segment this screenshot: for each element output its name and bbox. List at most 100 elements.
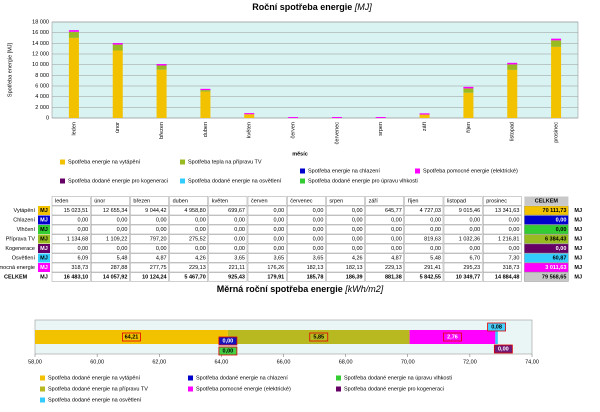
cell-value: 0,00 bbox=[391, 227, 402, 233]
bar-segment bbox=[200, 88, 211, 91]
bar-segment bbox=[68, 31, 79, 38]
cell-value: 16 483,10 bbox=[64, 274, 88, 280]
row-label: Pomocná energie bbox=[0, 265, 35, 271]
y-tick-label: 4 000 bbox=[35, 94, 49, 100]
legend-swatch bbox=[180, 159, 185, 165]
table-cell bbox=[247, 253, 287, 263]
cell-value: 0,00 bbox=[352, 236, 363, 242]
column-header: březen bbox=[133, 198, 150, 204]
table-cell bbox=[483, 253, 522, 263]
y-tick-label: 18 000 bbox=[32, 19, 49, 25]
table-cell bbox=[90, 215, 130, 225]
table-cell bbox=[365, 253, 405, 263]
cell-value: 0,00 bbox=[430, 217, 441, 223]
cell-value: 0,00 bbox=[117, 227, 128, 233]
cell-value: 0,00 bbox=[195, 246, 206, 252]
value-label: 0,00 bbox=[223, 338, 234, 344]
table-cell bbox=[51, 215, 91, 225]
cell-value: 0,00 bbox=[234, 227, 245, 233]
column-header: červen bbox=[251, 198, 268, 204]
bar-segment bbox=[551, 38, 562, 41]
table-cell bbox=[169, 272, 209, 282]
cell-value: 229,13 bbox=[189, 265, 206, 271]
cell-value: 0,00 bbox=[234, 246, 245, 252]
row-unit: MJ bbox=[40, 255, 48, 261]
cell-value: 0,00 bbox=[156, 227, 167, 233]
x-tick-label: únor bbox=[115, 122, 121, 133]
row-unit: MJ bbox=[40, 265, 48, 271]
table-cell bbox=[443, 215, 483, 225]
cell-value: 176,26 bbox=[267, 265, 284, 271]
table-cell bbox=[287, 253, 326, 263]
column-header: květen bbox=[212, 198, 228, 204]
cell-value: 0,00 bbox=[156, 217, 167, 223]
table-cell bbox=[326, 215, 365, 225]
table-cell bbox=[208, 205, 248, 216]
table-cell bbox=[247, 234, 287, 244]
cell-value: 14 884,48 bbox=[495, 274, 519, 280]
table-cell bbox=[483, 272, 522, 282]
header-cell bbox=[326, 196, 365, 206]
row-unit: MJ bbox=[40, 246, 48, 252]
unit-cell bbox=[38, 215, 50, 225]
table-cell bbox=[483, 215, 522, 225]
legend-swatch bbox=[300, 178, 305, 184]
table-cell bbox=[443, 243, 483, 254]
x-tick-label: červenec bbox=[334, 122, 340, 145]
row-label: Osvětlení bbox=[12, 255, 36, 261]
cell-value: 9 044,42 bbox=[145, 208, 166, 214]
table-cell bbox=[247, 243, 287, 254]
cell-value: 925,43 bbox=[228, 274, 245, 280]
value-label-box bbox=[309, 332, 329, 342]
table-cell bbox=[404, 205, 444, 216]
column-header: listopad bbox=[447, 198, 466, 204]
table-cell bbox=[90, 262, 130, 273]
cell-value: 9 015,46 bbox=[459, 208, 480, 214]
cell-value: 179,91 bbox=[267, 274, 284, 280]
cell-value: 0,00 bbox=[509, 217, 520, 223]
cell-value: 0,00 bbox=[273, 208, 284, 214]
bar-segment bbox=[112, 44, 123, 51]
y-tick-label: 10 000 bbox=[32, 62, 49, 68]
cell-value: 229,13 bbox=[385, 265, 402, 271]
table-cell bbox=[208, 234, 248, 244]
value-label: 64,21 bbox=[125, 334, 139, 340]
table-cell bbox=[326, 272, 365, 282]
cell-value: 7,30 bbox=[509, 255, 520, 261]
unit-cell bbox=[38, 225, 50, 234]
total-cell bbox=[524, 205, 569, 216]
total-value: 70 111,73 bbox=[543, 208, 567, 214]
value-label: 0,00 bbox=[498, 346, 509, 352]
cell-value: 5 467,70 bbox=[184, 274, 205, 280]
cell-value: 0,00 bbox=[313, 227, 324, 233]
header-cell bbox=[483, 196, 522, 206]
bar-segment bbox=[507, 69, 518, 118]
cell-value: 0,00 bbox=[469, 227, 480, 233]
bar-segment bbox=[35, 330, 228, 344]
y-tick-label: 14 000 bbox=[32, 41, 49, 47]
cell-value: 699,67 bbox=[228, 208, 245, 214]
bar-segment bbox=[112, 50, 123, 118]
table-cell bbox=[326, 234, 365, 244]
legend-swatch bbox=[40, 397, 45, 403]
bar-segment bbox=[288, 117, 299, 118]
total-value: 79 568,65 bbox=[542, 274, 566, 280]
legend-label: Spotřeba energie na vytápění bbox=[68, 159, 141, 165]
cell-value: 5,48 bbox=[117, 255, 128, 261]
cell-value: 0,00 bbox=[469, 217, 480, 223]
cell-value: 318,73 bbox=[71, 265, 88, 271]
table-cell bbox=[287, 205, 326, 216]
cell-value: 0,00 bbox=[391, 236, 402, 242]
cell-value: 0,00 bbox=[352, 246, 363, 252]
bar-segment bbox=[419, 113, 430, 115]
total-value: 0,00 bbox=[556, 217, 567, 223]
cell-value: 287,88 bbox=[111, 265, 128, 271]
table-cell bbox=[169, 215, 209, 225]
table-cell bbox=[483, 224, 522, 235]
bar-segment bbox=[244, 113, 255, 115]
legend-swatch bbox=[300, 168, 305, 174]
header-cell bbox=[443, 196, 483, 206]
table-cell bbox=[51, 243, 91, 254]
cell-value: 1 109,22 bbox=[106, 236, 127, 242]
